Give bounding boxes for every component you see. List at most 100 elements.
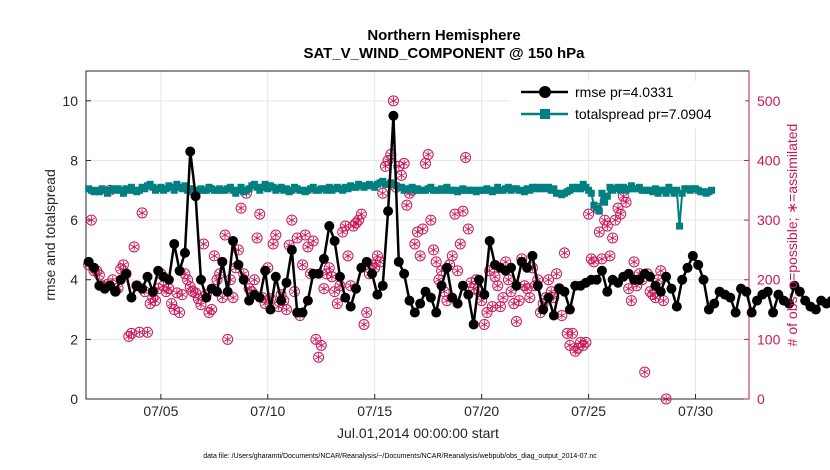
obs-assimilated-star bbox=[403, 202, 411, 208]
obs-assimilated-star bbox=[330, 289, 339, 295]
obs-possible-circle bbox=[639, 366, 651, 378]
obs-point bbox=[329, 286, 341, 298]
rmse-point bbox=[265, 304, 276, 315]
obs-possible-circle bbox=[133, 326, 145, 338]
obs-point bbox=[195, 299, 207, 311]
obs-possible-circle bbox=[601, 220, 613, 232]
obs-assimilated-star bbox=[432, 259, 440, 265]
x-tick-label: 07/30 bbox=[678, 403, 713, 419]
totalspread-point bbox=[237, 183, 245, 191]
obs-possible-circle bbox=[219, 229, 231, 241]
obs-possible-circle bbox=[625, 295, 637, 307]
obs-possible-circle bbox=[291, 232, 303, 244]
rmse-point bbox=[725, 292, 736, 303]
obs-point bbox=[452, 265, 464, 277]
obs-assimilated-star bbox=[483, 310, 491, 315]
obs-point bbox=[286, 214, 298, 226]
x-tick-label: 07/25 bbox=[571, 403, 606, 419]
obs-point bbox=[206, 304, 218, 316]
rmse-point bbox=[693, 259, 704, 270]
y-tick-label: 10 bbox=[62, 93, 78, 109]
obs-possible-circle bbox=[524, 292, 536, 304]
y-tick-label: 2 bbox=[70, 331, 78, 347]
obs-assimilated-star bbox=[312, 336, 320, 342]
obs-point bbox=[625, 295, 637, 307]
obs-assimilated-star bbox=[87, 217, 96, 223]
obs-point bbox=[513, 295, 525, 307]
obs-point bbox=[660, 393, 672, 405]
legend-spread-marker bbox=[540, 109, 550, 119]
totalspread-point bbox=[587, 189, 595, 197]
obs-assimilated-star bbox=[221, 232, 229, 238]
obs-assimilated-star bbox=[627, 298, 636, 303]
rmse-point bbox=[645, 271, 656, 282]
obs-assimilated-star bbox=[544, 277, 553, 283]
obs-point bbox=[655, 265, 667, 277]
obs-point bbox=[323, 262, 335, 274]
totalspread-point bbox=[651, 185, 659, 193]
obs-point bbox=[615, 208, 627, 220]
totalspread-point bbox=[577, 185, 585, 193]
rmse-point bbox=[682, 262, 693, 273]
y-tick-label: 0 bbox=[70, 391, 78, 407]
obs-point bbox=[478, 318, 490, 330]
rmse-point bbox=[217, 256, 228, 267]
obs-possible-circle bbox=[299, 229, 311, 241]
obs-point bbox=[208, 250, 220, 262]
obs-point bbox=[395, 169, 407, 181]
obs-point bbox=[171, 287, 183, 299]
obs-point bbox=[85, 214, 97, 226]
obs-point bbox=[593, 226, 605, 238]
obs-point bbox=[291, 232, 303, 244]
y-axis-ticks: 0 2 4 6 8 10 bbox=[62, 93, 91, 407]
obs-point bbox=[339, 220, 351, 232]
obs-possible-circle bbox=[457, 205, 469, 217]
right-tick-label: 300 bbox=[757, 212, 781, 228]
obs-point bbox=[361, 307, 373, 319]
obs-possible-circle bbox=[377, 187, 389, 199]
rmse-point bbox=[190, 191, 201, 202]
obs-assimilated-star bbox=[608, 235, 617, 241]
obs-possible-circle bbox=[593, 226, 605, 238]
rmse-point bbox=[463, 289, 474, 300]
obs-point bbox=[497, 292, 509, 304]
rmse-point bbox=[741, 286, 752, 297]
obs-assimilated-star bbox=[320, 286, 328, 292]
obs-assimilated-star bbox=[199, 241, 208, 247]
legend: rmse pr=4.0331 totalspread pr=7.0904 bbox=[510, 81, 745, 129]
obs-point bbox=[542, 274, 554, 286]
obs-possible-circle bbox=[313, 351, 325, 363]
obs-assimilated-star bbox=[119, 262, 128, 268]
y-tick-label: 4 bbox=[70, 272, 78, 288]
obs-assimilated-star bbox=[590, 259, 598, 265]
obs-point bbox=[599, 214, 611, 226]
obs-possible-circle bbox=[454, 238, 466, 250]
obs-point bbox=[254, 208, 266, 220]
obs-possible-circle bbox=[331, 298, 343, 310]
obs-point bbox=[136, 207, 148, 219]
obs-assimilated-star bbox=[237, 205, 245, 211]
obs-possible-circle bbox=[492, 280, 504, 292]
rmse-point bbox=[329, 235, 340, 246]
rmse-point bbox=[383, 206, 394, 217]
obs-point bbox=[190, 287, 202, 299]
obs-assimilated-star bbox=[453, 268, 462, 274]
obs-assimilated-star bbox=[357, 211, 366, 217]
rmse-point bbox=[404, 295, 415, 306]
x-axis-ticks: 07/05 07/10 07/15 07/20 07/25 07/30 bbox=[143, 394, 713, 419]
rmse-point bbox=[479, 289, 490, 300]
obs-point bbox=[505, 286, 517, 298]
rmse-point bbox=[473, 274, 484, 285]
obs-possible-circle bbox=[355, 208, 367, 220]
obs-assimilated-star bbox=[515, 298, 523, 303]
obs-assimilated-star bbox=[603, 223, 612, 229]
obs-assimilated-star bbox=[304, 244, 312, 250]
obs-possible-circle bbox=[222, 333, 234, 345]
obs-possible-circle bbox=[449, 208, 461, 220]
rmse-point bbox=[351, 283, 362, 294]
obs-assimilated-star bbox=[360, 322, 368, 327]
totalspread-point bbox=[595, 207, 603, 215]
obs-assimilated-star bbox=[630, 259, 638, 265]
obs-possible-circle bbox=[604, 250, 616, 262]
